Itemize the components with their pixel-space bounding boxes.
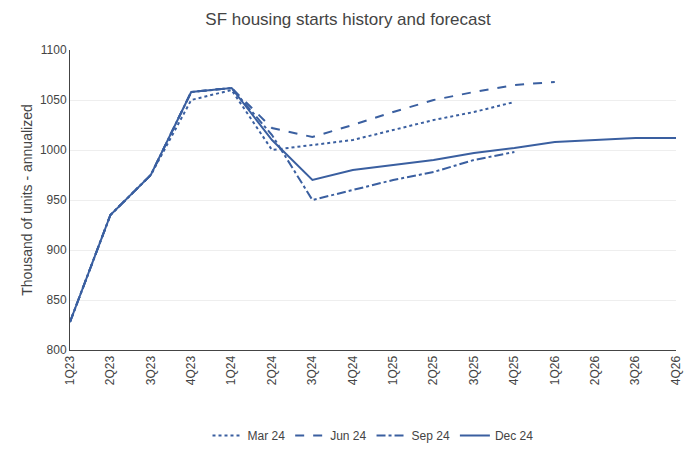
svg-text:Mar 24: Mar 24: [248, 429, 286, 443]
svg-text:2Q23: 2Q23: [103, 355, 117, 385]
svg-text:1Q26: 1Q26: [548, 355, 562, 385]
svg-text:3Q23: 3Q23: [144, 355, 158, 385]
svg-text:900: 900: [47, 243, 67, 257]
svg-text:4Q26: 4Q26: [669, 355, 683, 385]
svg-text:2Q24: 2Q24: [265, 355, 279, 385]
svg-text:1Q25: 1Q25: [386, 355, 400, 385]
svg-text:1Q23: 1Q23: [63, 355, 77, 385]
svg-text:1Q24: 1Q24: [225, 355, 239, 385]
svg-text:4Q24: 4Q24: [346, 355, 360, 385]
svg-text:Sep 24: Sep 24: [412, 429, 450, 443]
svg-text:2Q26: 2Q26: [588, 355, 602, 385]
svg-text:4Q23: 4Q23: [184, 355, 198, 385]
svg-text:3Q26: 3Q26: [629, 355, 643, 385]
svg-text:1100: 1100: [41, 43, 67, 57]
svg-text:800: 800: [47, 343, 67, 357]
svg-text:2Q25: 2Q25: [427, 355, 441, 385]
svg-text:3Q25: 3Q25: [467, 355, 481, 385]
svg-text:1050: 1050: [40, 93, 67, 107]
svg-text:4Q25: 4Q25: [507, 355, 521, 385]
svg-text:Thousand of units - annualized: Thousand of units - annualized: [19, 104, 35, 295]
svg-text:1000: 1000: [40, 143, 67, 157]
svg-text:Dec 24: Dec 24: [495, 429, 533, 443]
svg-text:SF housing starts history and: SF housing starts history and forecast: [205, 10, 491, 29]
svg-text:850: 850: [47, 293, 67, 307]
svg-text:950: 950: [47, 193, 67, 207]
svg-text:Jun 24: Jun 24: [330, 429, 366, 443]
svg-text:3Q24: 3Q24: [305, 355, 319, 385]
